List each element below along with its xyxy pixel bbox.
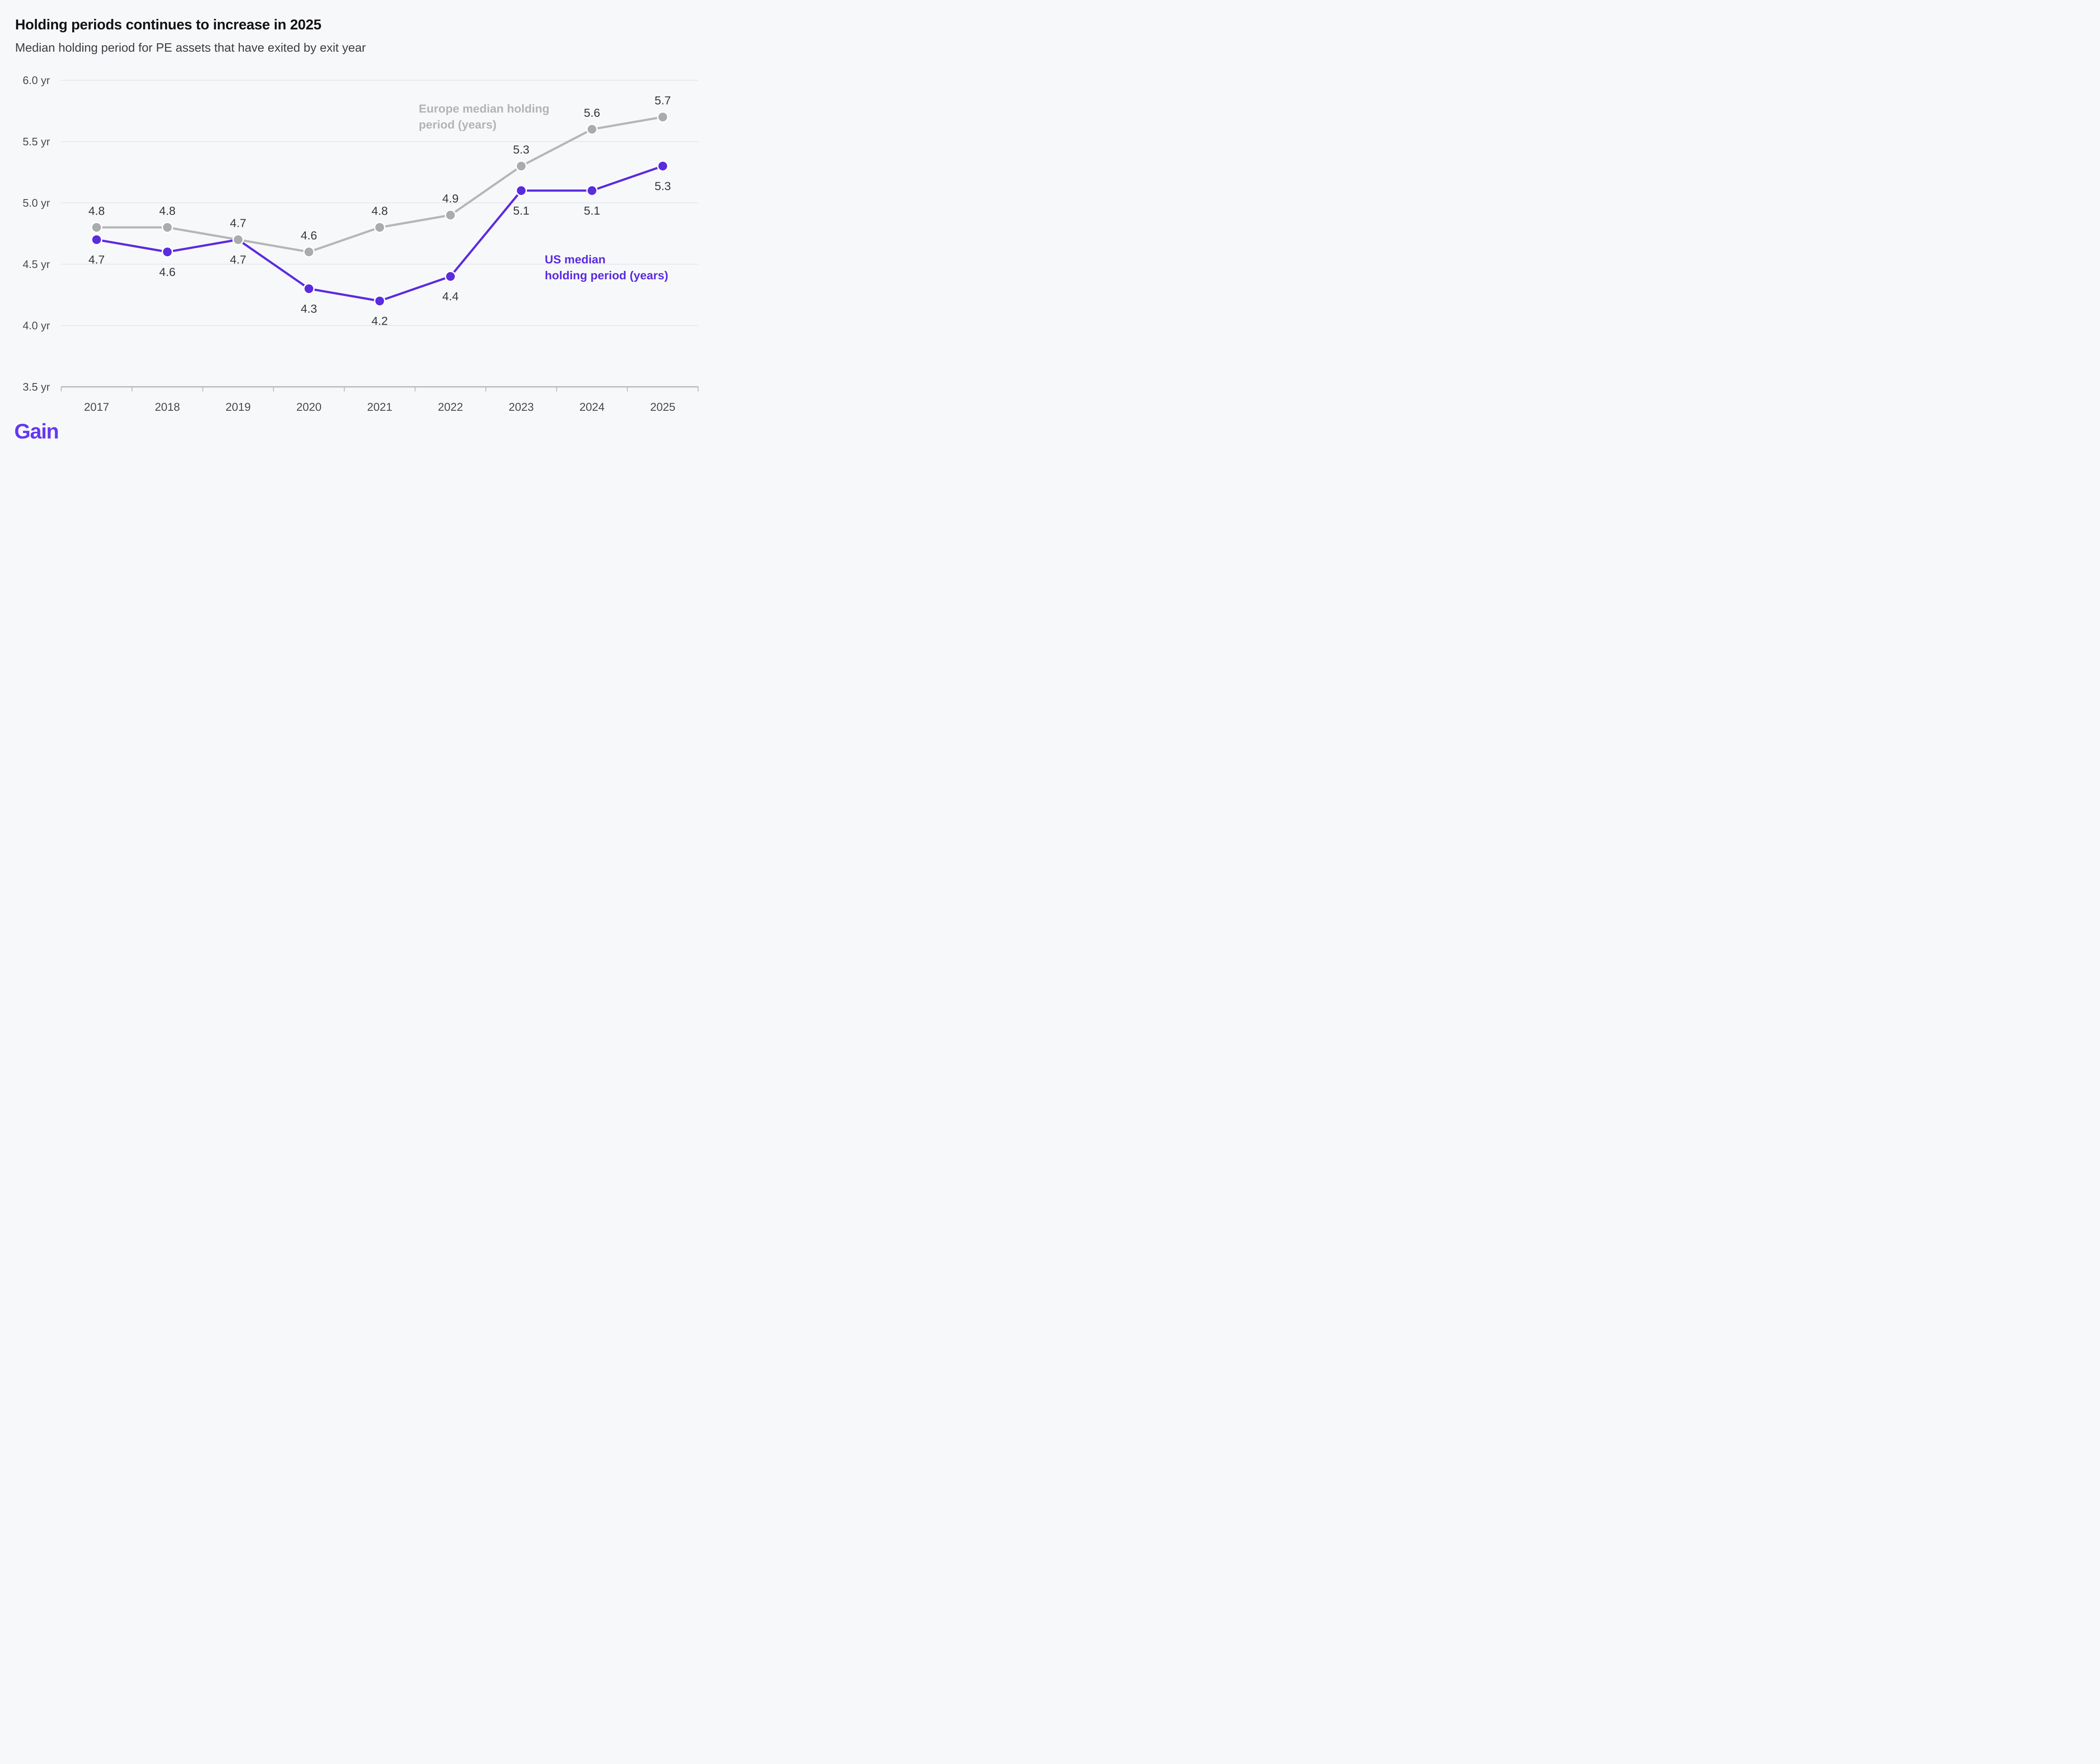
us-point-2023 <box>515 185 527 197</box>
chart-title: Holding periods continues to increase in… <box>15 17 322 33</box>
y-axis-label: 5.0 yr <box>23 197 50 209</box>
us-point-2025 <box>657 160 669 172</box>
us-value-label-2020: 4.3 <box>301 302 317 315</box>
europe-point-2025 <box>657 111 669 123</box>
europe-point-2018 <box>161 221 173 234</box>
us-legend-label: US median <box>545 253 606 266</box>
y-axis-label: 5.5 yr <box>23 135 50 148</box>
europe-point-2023 <box>515 160 527 172</box>
us-point-2022 <box>444 270 457 282</box>
europe-value-label-2018: 4.8 <box>159 204 176 217</box>
europe-legend-label: period (years) <box>419 118 496 131</box>
europe-value-label-2022: 4.9 <box>442 192 459 205</box>
us-point-2021 <box>374 295 386 307</box>
us-value-label-2021: 4.2 <box>372 315 388 328</box>
us-point-2017 <box>91 234 102 246</box>
x-axis-label-2018: 2018 <box>155 401 180 413</box>
europe-point-2019 <box>232 234 244 246</box>
x-axis-label-2025: 2025 <box>650 401 675 413</box>
europe-point-2024 <box>586 123 598 135</box>
europe-value-label-2023: 5.3 <box>513 143 530 156</box>
x-axis-label-2020: 2020 <box>296 401 321 413</box>
us-value-label-2025: 5.3 <box>655 179 671 192</box>
holding-period-line-chart: 6.0 yr 5.5 yr 5.0 yr 4.5 yr 4.0 yr 3.5 yr 2017… <box>23 74 699 413</box>
x-axis-label-2022: 2022 <box>438 401 463 413</box>
europe-value-label-2019: 4.7 <box>230 217 247 230</box>
chart-page: Holding periods continues to increase in… <box>0 0 735 441</box>
y-axis-label: 4.0 yr <box>23 319 50 332</box>
europe-value-label-2025: 5.7 <box>655 94 671 107</box>
europe-value-label-2024: 5.6 <box>584 106 600 119</box>
x-axis-label-2021: 2021 <box>367 401 392 413</box>
y-axis-label: 6.0 yr <box>23 74 50 87</box>
x-axis-label-2017: 2017 <box>84 401 109 413</box>
us-point-2024 <box>586 185 598 197</box>
us-value-label-2022: 4.4 <box>442 290 459 303</box>
chart-subtitle: Median holding period for PE assets that… <box>15 41 366 55</box>
europe-point-2022 <box>444 209 457 221</box>
x-axis-label-2023: 2023 <box>509 401 534 413</box>
europe-point-2021 <box>374 221 386 234</box>
us-value-label-2019: 4.7 <box>230 253 247 266</box>
us-value-label-2017: 4.7 <box>89 253 105 266</box>
x-axis-label-2019: 2019 <box>226 401 251 413</box>
europe-value-label-2021: 4.8 <box>372 204 388 217</box>
europe-point-2020 <box>303 246 315 258</box>
europe-value-label-2020: 4.6 <box>301 229 317 242</box>
y-axis-label: 3.5 yr <box>23 381 50 393</box>
us-value-label-2018: 4.6 <box>159 265 176 278</box>
us-point-2018 <box>161 246 173 258</box>
x-axis-label-2024: 2024 <box>579 401 604 413</box>
y-axis-label: 4.5 yr <box>23 258 50 270</box>
us-value-label-2024: 5.1 <box>584 204 600 217</box>
europe-value-label-2017: 4.8 <box>89 204 105 217</box>
us-value-label-2023: 5.1 <box>513 204 530 217</box>
brand-logo: Gain <box>14 420 59 441</box>
europe-legend-label: Europe median holding <box>419 102 549 115</box>
us-point-2020 <box>303 283 315 295</box>
us-legend-label: holding period (years) <box>545 269 668 282</box>
europe-point-2017 <box>91 221 102 234</box>
